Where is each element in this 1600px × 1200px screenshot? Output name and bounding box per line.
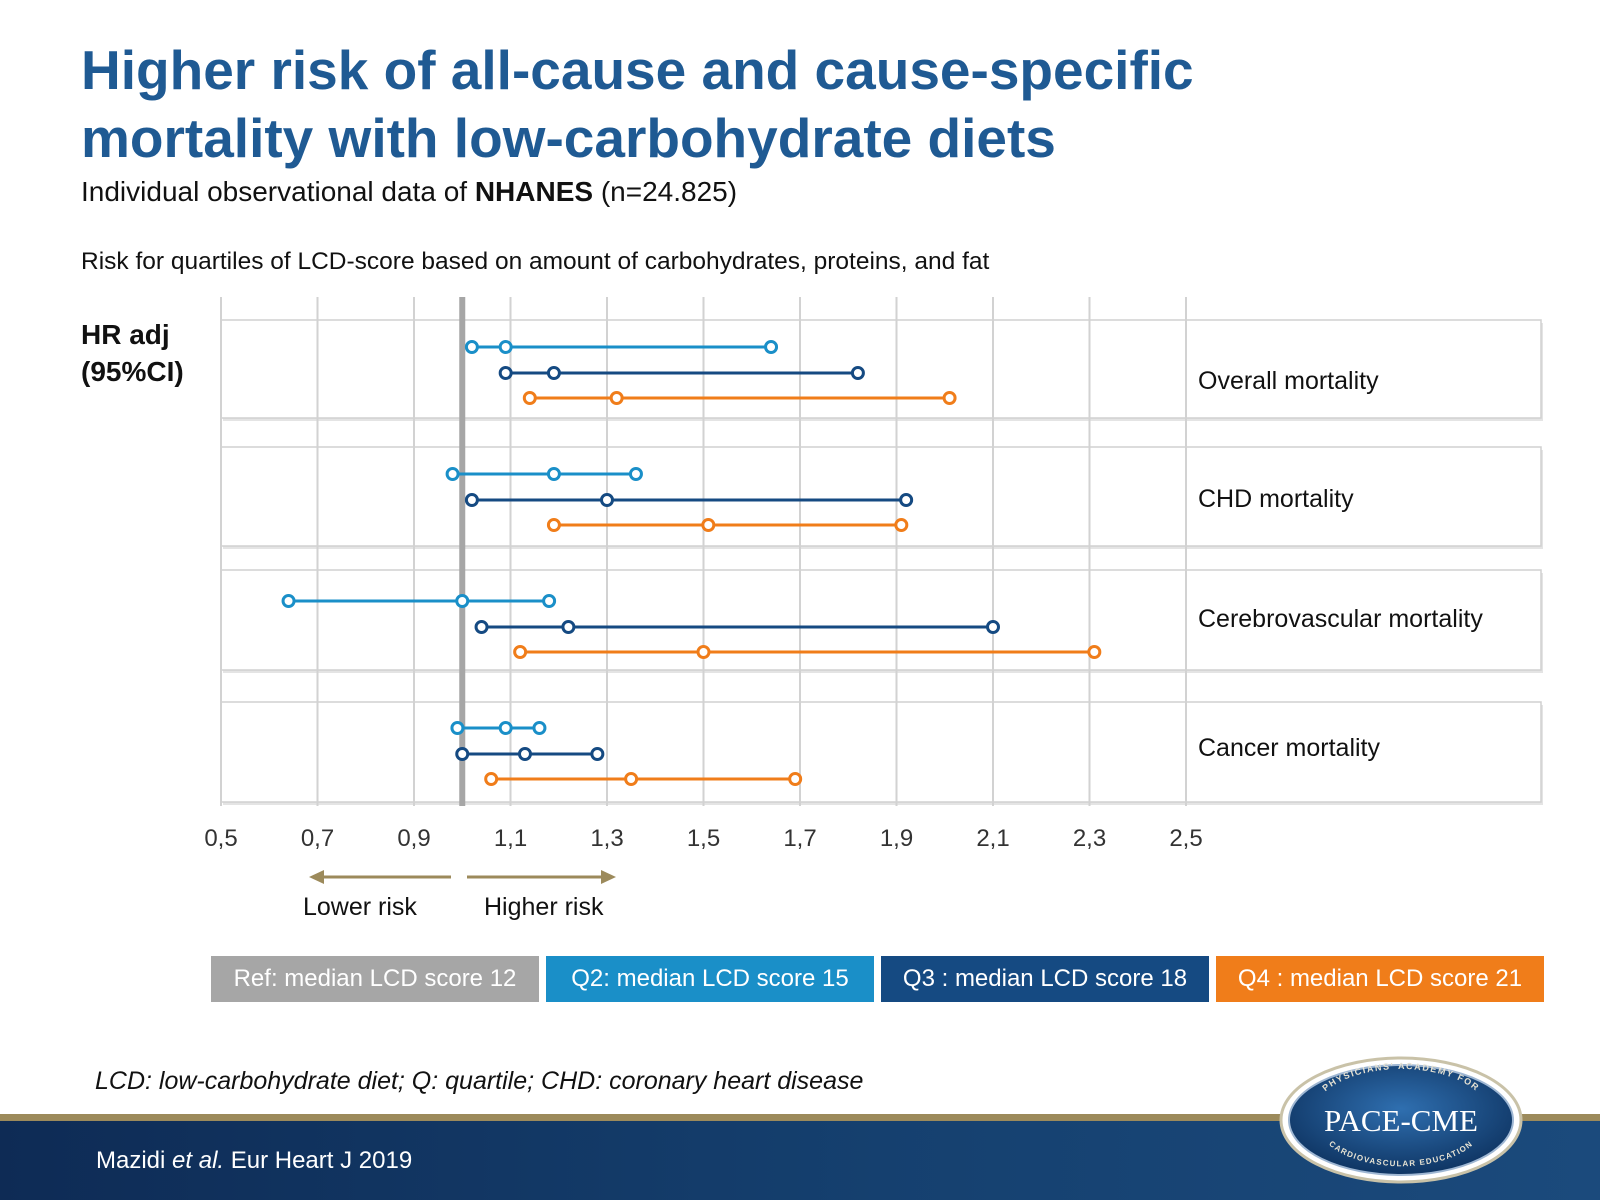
hr-point-marker [624, 772, 639, 786]
legend-item-q3: Q3 : median LCD score 18 [881, 956, 1209, 1002]
legend-item-q4: Q4 : median LCD score 21 [1216, 956, 1544, 1002]
hr-point-marker [546, 366, 561, 380]
group-frame [220, 446, 1542, 547]
higher-risk-label: Higher risk [484, 893, 604, 921]
x-tick-label: 1,7 [783, 825, 816, 852]
ci-low-marker [445, 467, 460, 481]
footer-divider [0, 1114, 1600, 1121]
group-frame [220, 701, 1542, 803]
hr-point-marker [455, 594, 470, 608]
group-label: Overall mortality [1198, 367, 1379, 395]
ci-low-marker [498, 366, 513, 380]
ci-low-marker [484, 772, 499, 786]
hr-point-marker [600, 493, 614, 507]
citation: Mazidi et al. Eur Heart J 2019 [96, 1147, 412, 1175]
forest-plot: 0,5 0,7 0,9 1,1 1,3 1,5 1,7 1,9 2,1 2,3 2,5 Overall… [204, 297, 1543, 884]
citation-etal: et al. [172, 1147, 225, 1174]
hr-point-marker [546, 467, 561, 481]
slide-title-line-2: mortality with low-carbohydrate diets [81, 107, 1056, 169]
group-label: CHD mortality [1198, 485, 1354, 513]
higher-risk-arrowhead [601, 870, 616, 884]
ci-high-marker [590, 747, 605, 761]
ci-high-marker [986, 620, 1000, 634]
chart-description: Risk for quartiles of LCD-score based on… [81, 248, 990, 275]
x-tick-label: 0,9 [397, 825, 430, 852]
hr-point-marker [696, 645, 711, 659]
x-tick-label: 2,3 [1073, 825, 1106, 852]
slide-subtitle: Individual observational data of NHANES … [81, 176, 737, 208]
group-frame [220, 319, 1542, 419]
y-axis-label-line-1: HR adj [81, 319, 170, 350]
group-label: Cancer mortality [1198, 734, 1380, 762]
y-axis-label: HR adj (95%CI) [81, 316, 184, 390]
hr-point-marker [609, 391, 624, 405]
lower-risk-label: Lower risk [303, 893, 417, 921]
ci-low-marker [513, 645, 528, 659]
ci-low-marker [464, 340, 479, 354]
x-tick-label: 0,5 [204, 825, 237, 852]
legend-item-ref: Ref: median LCD score 12 [211, 956, 539, 1002]
hr-point-marker [701, 518, 716, 532]
x-tick-label: 1,1 [494, 825, 527, 852]
group-label: Cerebrovascular mortality [1198, 605, 1483, 633]
ci-high-marker [764, 340, 779, 354]
hr-point-marker [498, 721, 513, 735]
pace-cme-logo: PHYSICIANS' ACADEMY FOR CARDIOVASCULAR E… [1279, 1056, 1523, 1184]
hr-point-marker [561, 620, 576, 634]
ci-low-marker [450, 721, 465, 735]
ci-high-marker [850, 366, 865, 380]
ci-high-marker [894, 518, 909, 532]
subtitle-suffix: (n=24.825) [600, 176, 738, 207]
subtitle-prefix: Individual observational data of [81, 176, 468, 207]
ci-high-marker [542, 594, 557, 608]
ci-low-marker [455, 747, 470, 761]
x-tick-label: 1,9 [880, 825, 913, 852]
legend-item-q2: Q2: median LCD score 15 [546, 956, 874, 1002]
ci-low-marker [281, 594, 296, 608]
subtitle-bold: NHANES [474, 176, 594, 207]
ci-high-marker [1087, 645, 1102, 659]
ci-high-marker [942, 391, 957, 405]
logo-body [1288, 1064, 1514, 1176]
hr-point-marker [498, 340, 513, 354]
x-tick-label: 0,7 [301, 825, 334, 852]
citation-source: Eur Heart J 2019 [230, 1147, 413, 1174]
legend-label-q2: Q2: median LCD score 15 [571, 965, 849, 992]
x-tick-label: 1,5 [687, 825, 720, 852]
x-tick-label: 1,3 [590, 825, 623, 852]
legend-label-q3: Q3 : median LCD score 18 [902, 965, 1188, 992]
legend-label-q4: Q4 : median LCD score 21 [1237, 965, 1523, 992]
ci-high-marker [899, 493, 914, 507]
ci-high-marker [532, 721, 547, 735]
lower-risk-arrowhead [309, 870, 324, 884]
ci-low-marker [546, 518, 561, 532]
y-axis-label-line-2: (95%CI) [81, 356, 184, 387]
ci-high-marker [628, 467, 643, 481]
legend-label-ref: Ref: median LCD score 12 [233, 965, 517, 992]
ci-high-marker [788, 772, 803, 786]
x-tick-label: 2,1 [976, 825, 1009, 852]
slide-title: Higher risk of all-cause and cause-speci… [81, 36, 1531, 172]
footnote: LCD: low-carbohydrate diet; Q: quartile;… [95, 1067, 864, 1095]
hr-point-marker [517, 747, 532, 761]
slide-title-line-1: Higher risk of all-cause and cause-speci… [81, 39, 1194, 101]
logo-name: PACE-CME [1324, 1103, 1478, 1138]
ci-low-marker [464, 493, 479, 507]
citation-author: Mazidi [96, 1147, 166, 1174]
ci-low-marker [474, 620, 489, 634]
x-tick-label: 2,5 [1169, 825, 1202, 852]
ci-low-marker [522, 391, 537, 405]
